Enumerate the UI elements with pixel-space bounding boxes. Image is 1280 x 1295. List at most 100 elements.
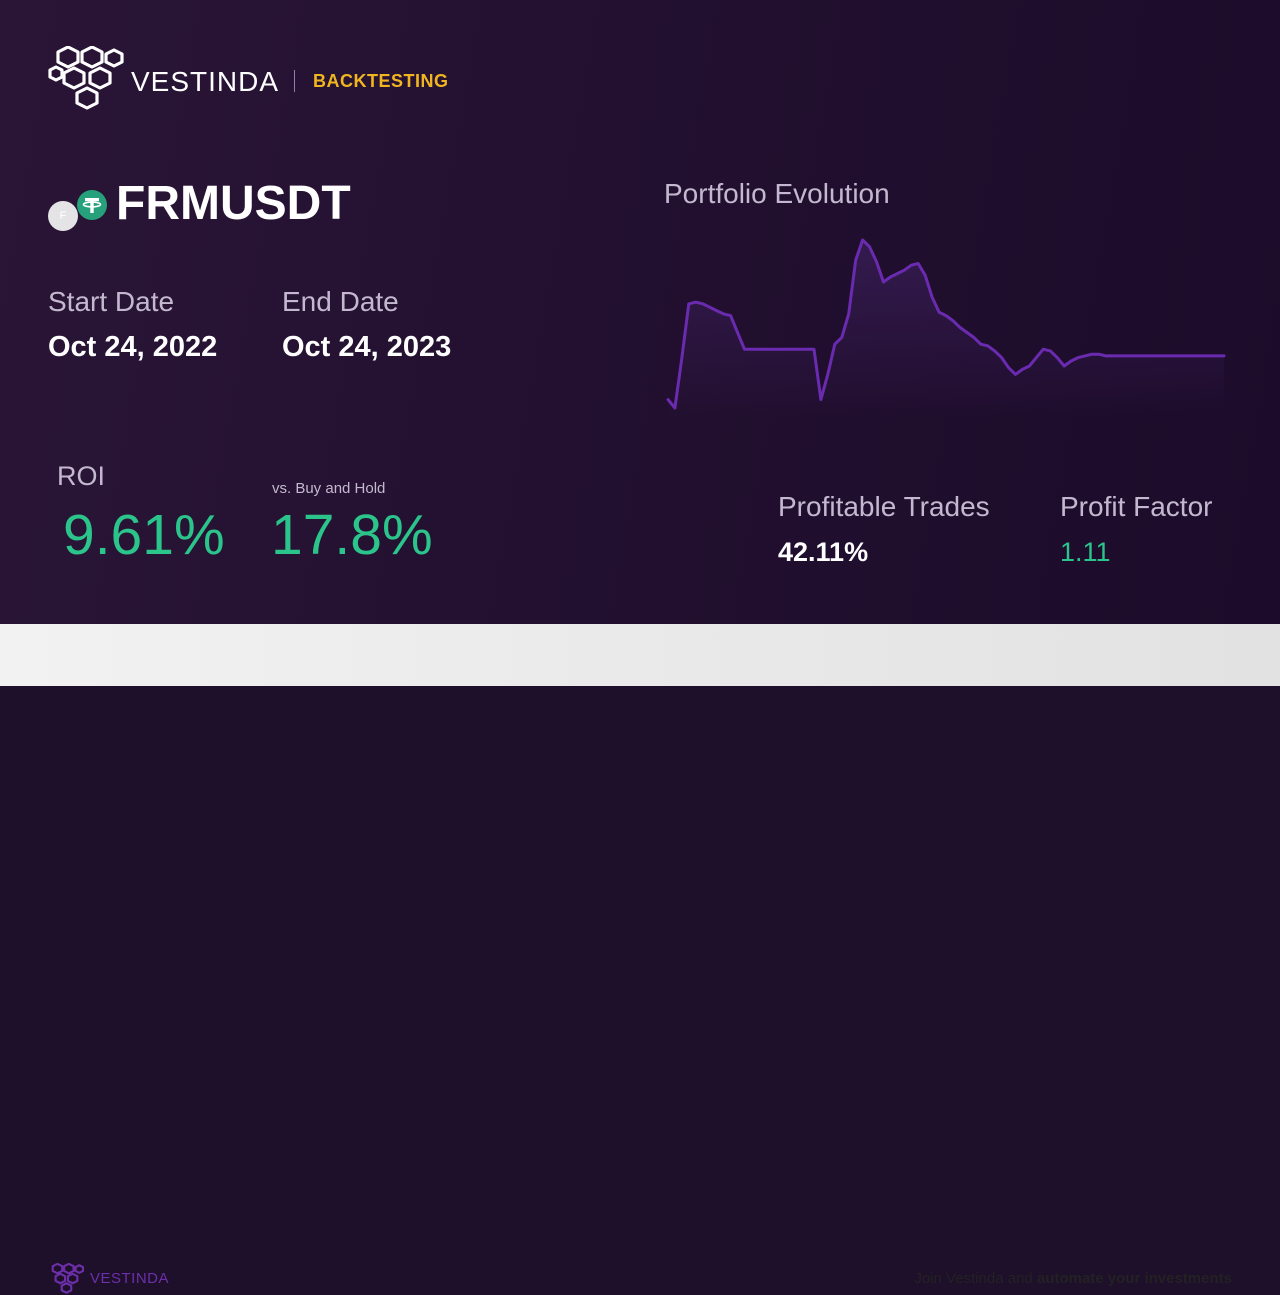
portfolio-point-15	[771, 348, 774, 351]
portfolio-point-22	[819, 398, 823, 401]
portfolio-point-73	[1174, 354, 1177, 358]
portfolio-point-49	[1007, 366, 1010, 369]
profitable-trades-value: 42.11%	[778, 537, 869, 567]
portfolio-point-39	[937, 311, 941, 314]
portfolio-point-58	[1069, 359, 1073, 363]
portfolio-point-54	[1042, 348, 1045, 351]
portfolio-point-76	[1195, 354, 1198, 358]
portfolio-point-68	[1139, 354, 1142, 358]
portfolio-point-17	[784, 348, 788, 351]
vestinda-logo-icon	[48, 46, 124, 110]
portfolio-point-35	[910, 264, 913, 267]
portfolio-point-16	[778, 348, 781, 351]
portfolio-point-5	[701, 302, 704, 305]
footer-cta-prefix: Join Vestinda and	[914, 1270, 1037, 1287]
portfolio-point-44	[972, 336, 975, 339]
footer-cta-bold: automate your investments	[1036, 1270, 1232, 1287]
portfolio-point-66	[1125, 354, 1128, 358]
portfolio-point-2	[680, 356, 684, 359]
portfolio-point-24	[833, 343, 836, 346]
portfolio-point-30	[875, 260, 878, 263]
portfolio-point-3	[687, 302, 690, 305]
portfolio-area-fill	[668, 240, 1224, 418]
portfolio-point-29	[868, 245, 871, 248]
banner-main: VESTINDA BACKTESTING F FRMUSDT Start Dat…	[0, 0, 1280, 624]
portfolio-point-12	[750, 348, 753, 351]
portfolio-point-52	[1028, 364, 1031, 368]
portfolio-point-40	[944, 314, 948, 317]
profit-factor-value: 1.11	[1060, 537, 1111, 567]
portfolio-point-46	[986, 344, 989, 347]
portfolio-point-23	[826, 373, 829, 376]
portfolio-point-50	[1014, 373, 1017, 376]
profit-factor-label: Profit Factor	[1060, 491, 1213, 522]
footer-cta-link[interactable]: Join Vestinda and automate your investme…	[914, 1270, 1232, 1287]
portfolio-point-20	[805, 348, 809, 351]
portfolio-point-1	[673, 406, 677, 410]
portfolio-point-0	[666, 398, 670, 401]
portfolio-point-18	[791, 348, 795, 351]
portfolio-point-60	[1083, 354, 1087, 358]
portfolio-point-80	[1222, 354, 1226, 358]
portfolio-point-10	[736, 331, 739, 334]
portfolio-point-19	[798, 348, 802, 351]
start-date-value: Oct 24, 2022	[48, 331, 218, 363]
portfolio-point-36	[917, 262, 920, 265]
portfolio-point-45	[979, 343, 982, 346]
portfolio-point-9	[729, 314, 732, 317]
portfolio-point-57	[1063, 364, 1066, 368]
portfolio-point-51	[1021, 368, 1024, 371]
tether-icon	[77, 190, 107, 220]
portfolio-point-53	[1035, 356, 1038, 359]
portfolio-point-59	[1076, 356, 1080, 359]
vestinda-footer-logo-icon	[51, 1263, 84, 1294]
portfolio-point-28	[861, 238, 864, 242]
portfolio-point-31	[882, 280, 885, 284]
portfolio-point-13	[757, 348, 760, 351]
portfolio-point-43	[965, 331, 968, 334]
portfolio-point-74	[1181, 354, 1184, 358]
portfolio-point-7	[715, 309, 718, 312]
portfolio-point-4	[694, 301, 697, 304]
portfolio-point-71	[1160, 354, 1163, 358]
chart-title: Portfolio Evolution	[664, 178, 890, 209]
portfolio-point-27	[854, 259, 857, 262]
portfolio-point-37	[924, 274, 927, 277]
portfolio-point-64	[1111, 354, 1114, 358]
profitable-trades-label: Profitable Trades	[778, 491, 990, 522]
portfolio-point-41	[951, 319, 955, 322]
brand-divider	[294, 70, 295, 92]
portfolio-point-77	[1201, 354, 1205, 358]
portfolio-point-62	[1097, 353, 1101, 356]
portfolio-chart	[666, 238, 1226, 418]
footer-brand: VESTINDA	[90, 1270, 170, 1287]
portfolio-point-61	[1090, 353, 1094, 356]
portfolio-point-70	[1153, 354, 1156, 358]
portfolio-point-67	[1132, 354, 1135, 358]
portfolio-point-38	[930, 295, 934, 299]
portfolio-point-14	[764, 348, 767, 351]
portfolio-point-42	[958, 326, 962, 329]
portfolio-point-75	[1188, 354, 1191, 358]
portfolio-point-33	[896, 272, 899, 275]
vs-buy-hold-value: 17.8%	[271, 503, 433, 567]
portfolio-point-8	[722, 312, 725, 316]
roi-value: 9.61%	[63, 503, 225, 567]
portfolio-point-34	[903, 269, 906, 272]
portfolio-point-6	[708, 306, 711, 309]
portfolio-point-21	[812, 348, 816, 351]
portfolio-point-32	[889, 275, 892, 279]
portfolio-point-63	[1104, 354, 1107, 358]
portfolio-point-25	[840, 336, 843, 339]
portfolio-point-79	[1215, 354, 1219, 358]
portfolio-point-65	[1118, 354, 1121, 358]
vs-buy-hold-label: vs. Buy and Hold	[272, 480, 386, 497]
portfolio-point-26	[847, 312, 850, 316]
portfolio-point-11	[743, 348, 746, 351]
portfolio-point-56	[1056, 356, 1059, 359]
end-date-label: End Date	[282, 286, 399, 317]
portfolio-point-55	[1049, 349, 1052, 353]
brand-name: VESTINDA	[131, 66, 280, 97]
section-tag: BACKTESTING	[313, 71, 449, 91]
roi-label: ROI	[57, 461, 106, 491]
